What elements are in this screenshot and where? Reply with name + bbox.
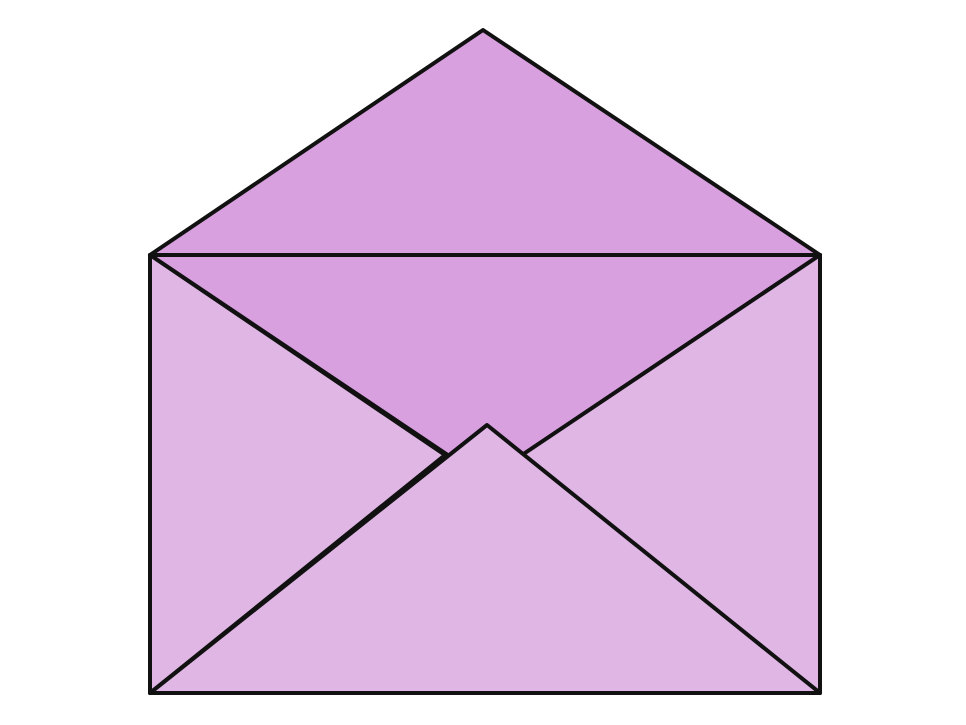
envelope-body-outline <box>148 253 822 695</box>
envelope-top-flap <box>148 28 822 257</box>
